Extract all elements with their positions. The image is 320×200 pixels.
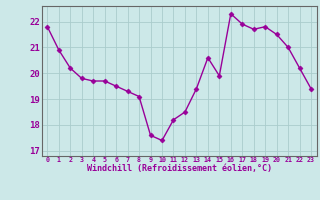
X-axis label: Windchill (Refroidissement éolien,°C): Windchill (Refroidissement éolien,°C) (87, 164, 272, 173)
